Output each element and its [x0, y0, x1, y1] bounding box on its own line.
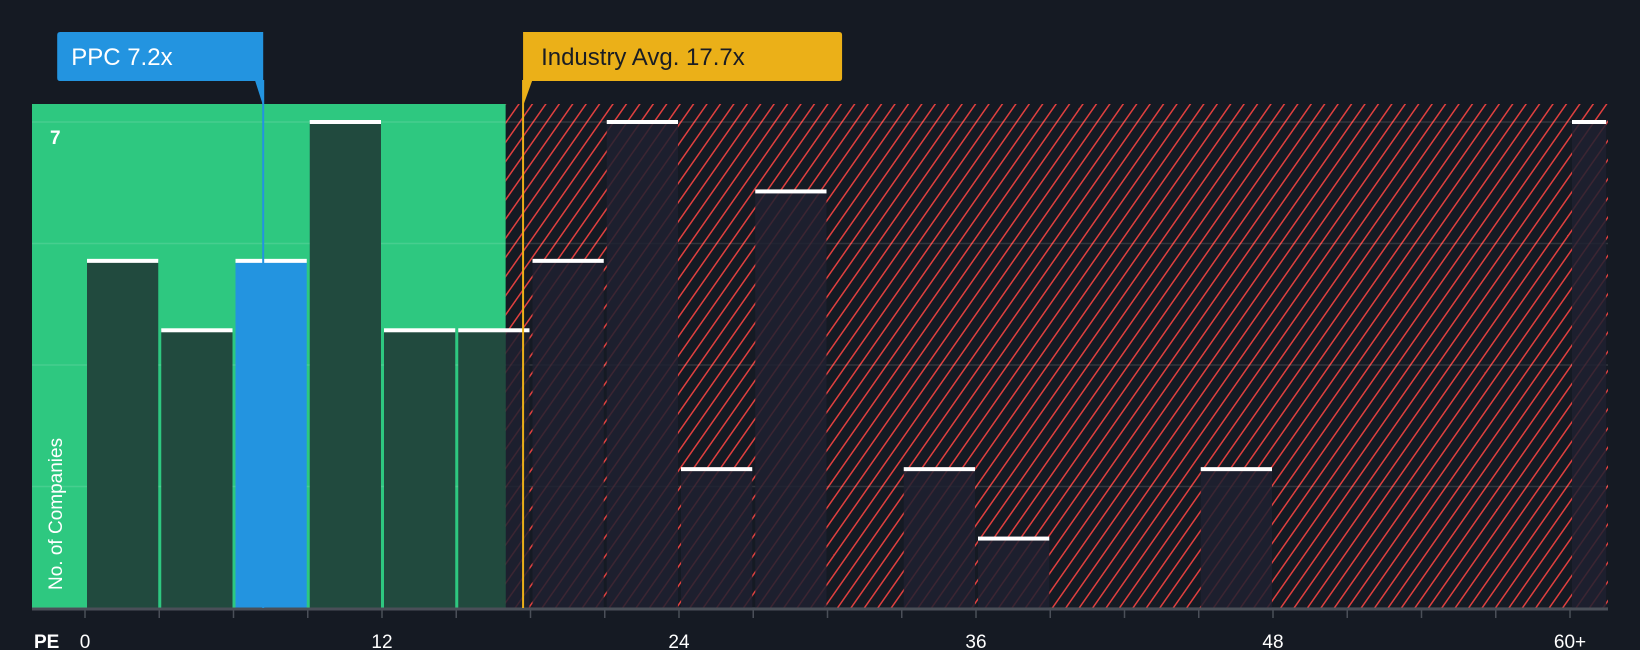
x-axis-label: PE	[34, 632, 59, 650]
x-tick-label: 0	[80, 632, 91, 650]
industry-avg-label-box	[523, 32, 843, 106]
bar-top	[161, 328, 233, 333]
x-tick-label: 48	[1262, 632, 1283, 650]
x-tick-label: 12	[371, 632, 392, 650]
x-axis	[32, 607, 1608, 618]
bar-fill	[384, 330, 456, 608]
bar-6-9	[235, 258, 307, 608]
bar-top	[606, 120, 678, 124]
bar-top	[384, 328, 456, 333]
y-tick-7: 7	[50, 128, 61, 149]
bar-36-39	[978, 536, 1050, 608]
bar-top	[87, 258, 159, 263]
bar-top	[309, 120, 381, 124]
bar-27-30	[755, 189, 827, 608]
bar-fill	[87, 260, 159, 608]
x-tick-label: 24	[668, 632, 690, 650]
bars	[87, 120, 1607, 608]
bar-top	[532, 258, 604, 263]
bar-fill	[532, 260, 604, 608]
bar-fill	[1200, 469, 1272, 608]
bar-top	[1572, 120, 1607, 124]
bar-18-21	[532, 258, 604, 608]
bar-top	[903, 467, 975, 472]
bar-fill-hatched	[505, 330, 530, 608]
annotations: PPC 7.2x Industry Avg. 17.7x	[57, 32, 843, 608]
bar-60+	[1572, 120, 1607, 608]
company-label-box	[57, 32, 264, 106]
bar-21-24	[606, 120, 678, 608]
bar-45-48	[1200, 467, 1272, 608]
company-label: PPC 7.2x	[71, 44, 172, 71]
bar-top	[235, 258, 307, 263]
bar-fill	[681, 469, 753, 608]
bar-fill	[161, 330, 233, 608]
bar-3-6	[161, 328, 233, 608]
bar-top	[1200, 467, 1272, 472]
bar-top	[755, 189, 827, 194]
x-tick-label: 60+	[1554, 632, 1586, 650]
bar-24-27	[681, 467, 753, 608]
bar-fill	[1572, 122, 1607, 608]
company-bar	[235, 260, 307, 608]
bar-fill	[606, 122, 678, 608]
bar-0-3	[87, 258, 159, 608]
bar-fill	[309, 122, 381, 608]
bar-9-12	[309, 120, 381, 608]
bar-fill	[903, 469, 975, 608]
bar-15-18	[458, 328, 530, 608]
x-tick-label: 36	[965, 632, 986, 650]
x-tick-labels: 0 12 24 36 48 60+	[80, 632, 1586, 650]
industry-avg-label: Industry Avg. 17.7x	[541, 44, 745, 71]
bar-fill	[458, 330, 506, 608]
bar-top	[458, 328, 530, 333]
bar-top	[978, 536, 1050, 541]
bar-12-15	[384, 328, 456, 608]
bar-top	[681, 467, 753, 472]
bar-fill	[755, 191, 827, 608]
bar-33-36	[903, 467, 975, 608]
bar-fill	[978, 538, 1050, 608]
y-axis-label: No. of Companies	[46, 438, 67, 590]
